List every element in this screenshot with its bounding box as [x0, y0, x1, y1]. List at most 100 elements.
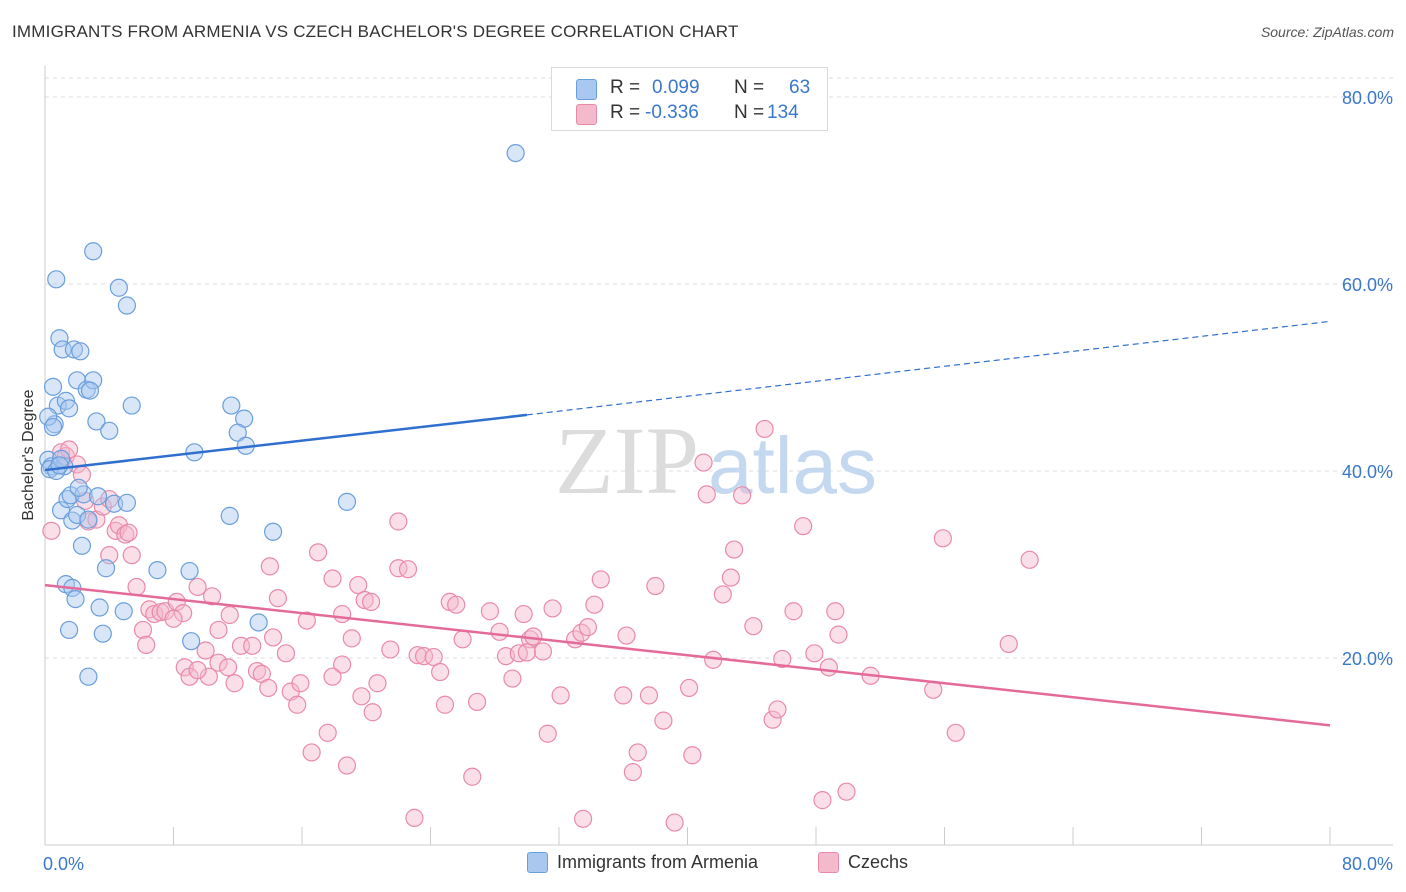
czech-n-value: 134 [767, 102, 799, 123]
czech-point [93, 497, 112, 516]
armenia-point [72, 536, 92, 555]
y-tick-label: 80.0% [1342, 88, 1393, 108]
czech-point [763, 710, 782, 729]
czech-r-value: -0.336 [645, 102, 699, 123]
czech-points [42, 419, 1039, 832]
czech-point [543, 599, 562, 618]
czech-point [389, 559, 408, 578]
czech-point [291, 674, 310, 693]
czech-point [694, 453, 713, 472]
czech-point [323, 667, 342, 686]
armenia-point [222, 396, 241, 415]
czech-point [263, 628, 283, 647]
armenia-point [84, 371, 103, 390]
czech-point [199, 667, 218, 686]
czech-point [288, 695, 307, 714]
czech-point [639, 686, 659, 705]
czech-point [333, 604, 352, 624]
czech-point [773, 649, 792, 669]
czech-point [349, 575, 368, 595]
czech-point [829, 625, 848, 644]
czech-point [755, 419, 774, 439]
armenia-point [93, 624, 112, 643]
czech-point [768, 700, 787, 719]
czech-point [219, 658, 238, 677]
armenia-point [63, 511, 82, 530]
czech-point [680, 678, 699, 698]
czech-point [591, 570, 610, 589]
armenia-point [182, 632, 201, 651]
czech-point [164, 609, 183, 628]
czech-point [805, 644, 824, 663]
armenia-point [506, 144, 525, 163]
czech-point [119, 523, 138, 542]
czech-point [405, 808, 424, 827]
czech-point [109, 516, 128, 535]
armenia-point [90, 598, 109, 617]
czech-point [116, 525, 135, 544]
armenia-point [66, 589, 85, 609]
armenia-point [84, 242, 103, 261]
gridlines [45, 77, 1393, 659]
czech-point [247, 661, 267, 681]
czech-point [202, 587, 222, 606]
czech-point [999, 634, 1018, 654]
armenia-point [117, 296, 137, 315]
czech-swatch [576, 104, 597, 125]
armenia-point [39, 407, 58, 426]
armenia-point [71, 342, 90, 361]
x-tick-label-max: 80.0% [1342, 854, 1393, 874]
armenia-point [220, 506, 239, 525]
bottom-armenia-label: Immigrants from Armenia [557, 852, 759, 872]
czech-point [398, 560, 418, 579]
armenia-point [96, 559, 116, 578]
armenia-point [87, 412, 106, 431]
armenia-point [263, 522, 283, 541]
armenia-point [114, 602, 133, 621]
czech-point [646, 576, 665, 596]
czech-point [342, 629, 361, 648]
czech-point [665, 813, 684, 832]
bottom-czech-swatch [818, 852, 839, 873]
czech-point [408, 646, 427, 665]
armenia-point [79, 510, 98, 529]
y-axis-label: Bachelor's Degree [20, 389, 37, 520]
czech-point [794, 517, 813, 536]
czech-point [196, 641, 215, 660]
czech-point [209, 653, 228, 672]
armenia-point [47, 270, 66, 289]
czech-point [585, 595, 604, 614]
czech-point [490, 622, 509, 641]
czech-point [447, 595, 466, 614]
y-tick-label: 20.0% [1342, 649, 1393, 669]
czech-point [355, 590, 374, 610]
armenia-point [59, 399, 79, 418]
czech-point [573, 809, 593, 828]
czech-point [220, 605, 239, 625]
czech-point [361, 592, 381, 612]
x-tick-label-min: 0.0% [43, 854, 84, 874]
czech-point [259, 678, 278, 698]
czech-point [784, 602, 803, 621]
czech-point [174, 604, 193, 623]
armenia-point [104, 494, 124, 513]
czech-point [381, 640, 400, 659]
czech-point [538, 724, 557, 743]
czech-point [654, 711, 673, 730]
czech-point [435, 695, 455, 714]
czech-point [697, 485, 716, 504]
czech-point [352, 687, 371, 706]
trendlines [44, 320, 1331, 727]
czech-point [368, 674, 387, 693]
armenia-point [64, 340, 84, 359]
czech-point [724, 540, 744, 559]
czech-point [514, 604, 533, 624]
czech-point [42, 521, 61, 540]
czech-n-label: N = [734, 102, 765, 123]
czech-point [813, 791, 832, 810]
czech-point [260, 557, 279, 576]
czech-point [744, 617, 763, 636]
czech-point [623, 762, 642, 782]
czech-point [480, 602, 500, 621]
